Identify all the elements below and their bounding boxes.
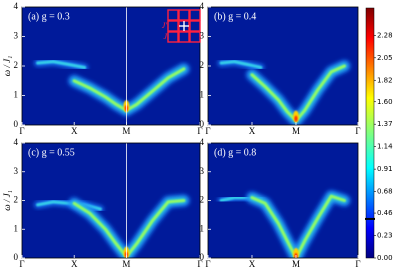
inset-label: J' (162, 21, 168, 30)
y-tick-label: 0 (14, 252, 19, 262)
y-tick-label: 2 (200, 195, 205, 205)
x-tick-label: Γ (205, 126, 210, 136)
y-tick-label: 1 (14, 90, 19, 100)
y-tick-label: 3 (200, 166, 205, 176)
colorbar (365, 7, 375, 259)
inset-square (167, 9, 179, 21)
x-tick-label: M (292, 259, 300, 269)
band (219, 60, 263, 69)
y-tick-label: 0 (200, 119, 205, 129)
colorbar-tick-label: 1.60 (377, 98, 393, 106)
y-tick-label: 4 (14, 137, 19, 147)
bands (217, 190, 351, 258)
y-axis-label: ω / J₁ (2, 56, 12, 76)
colorbar-tick-label: 2.28 (377, 31, 393, 39)
y-tick-label: 3 (200, 31, 205, 41)
x-tick-label: Γ (197, 259, 202, 269)
band-peak-core (294, 115, 298, 122)
colorbar-tick-label: 0.46 (377, 209, 393, 217)
inset-square (178, 31, 190, 43)
x-tick-label: X (71, 126, 78, 136)
y-tick-label: 4 (14, 1, 19, 11)
y-tick-label: 2 (14, 195, 19, 205)
y-tick-label: 0 (200, 252, 205, 262)
colorbar-tick-label: 0.91 (377, 165, 393, 173)
colorbar-tick-label: 2.05 (377, 54, 393, 62)
x-tick-label: Γ (205, 259, 210, 269)
x-tick-label: X (249, 259, 256, 269)
bands (217, 58, 351, 125)
y-tick-label: 1 (200, 223, 205, 233)
band (250, 194, 346, 258)
y-tick-label: 4 (200, 1, 205, 11)
colorbar-tick-label: 0.00 (377, 254, 393, 262)
x-tick-label: X (249, 126, 256, 136)
x-tick-label: M (122, 126, 130, 136)
x-tick-label: Γ (197, 126, 202, 136)
x-tick-label: M (122, 259, 130, 269)
inset-square (167, 31, 179, 43)
y-tick-label: 4 (200, 137, 205, 147)
band (36, 60, 87, 69)
inset-square (189, 9, 201, 21)
panel-title: (d) g = 0.8 (214, 147, 256, 158)
colorbar-tick-label: 0.68 (377, 188, 393, 196)
colorbar-tick-label: 1.82 (377, 76, 393, 84)
colorbar-tick-label: 1.14 (377, 143, 393, 151)
x-tick-label: X (71, 259, 78, 269)
x-tick-label: Γ (355, 126, 360, 136)
inset-label: J (163, 32, 167, 41)
y-tick-label: 0 (14, 119, 19, 129)
inset-square (178, 9, 190, 21)
y-tick-label: 3 (14, 166, 19, 176)
y-tick-label: 1 (14, 223, 19, 233)
panel-title: (a) g = 0.3 (28, 11, 70, 22)
panel-title: (b) g = 0.4 (214, 11, 256, 22)
y-tick-label: 3 (14, 31, 19, 41)
inset-square (189, 20, 201, 32)
panel-title: (c) g = 0.55 (28, 147, 75, 158)
y-tick-label: 1 (200, 90, 205, 100)
x-tick-label: Γ (355, 259, 360, 269)
colorbar-tick-label: 0.23 (377, 232, 393, 240)
x-tick-label: M (292, 126, 300, 136)
x-tick-label: Γ (19, 259, 24, 269)
y-tick-label: 2 (200, 60, 205, 70)
y-tick-label: 2 (14, 60, 19, 70)
inset-square (189, 31, 201, 43)
inset-square (167, 20, 179, 32)
colorbar-tick-label: 1.37 (377, 120, 393, 128)
y-axis-label: ω / J₁ (2, 190, 12, 210)
x-tick-label: Γ (19, 126, 24, 136)
